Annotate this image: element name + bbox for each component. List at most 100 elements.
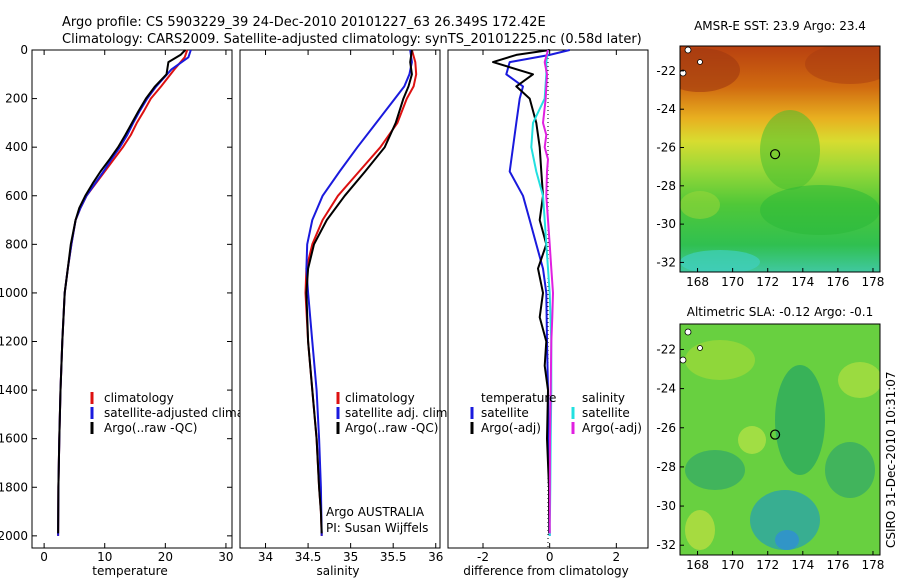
map-y-tick-label: -22 bbox=[656, 342, 676, 356]
difference-panel: -2 0 2 difference from climatology tempera… bbox=[447, 49, 649, 578]
difference-legend: temperature satellite Argo(-adj) salinit… bbox=[470, 391, 642, 435]
map-x-tick-label: 178 bbox=[862, 275, 885, 289]
sla-map-title: Altimetric SLA: -0.12 Argo: -0.1 bbox=[687, 305, 874, 319]
x-tick-label: 20 bbox=[158, 550, 173, 564]
footer-institution: Argo AUSTRALIA bbox=[326, 505, 425, 519]
x-tick-label: 2 bbox=[613, 550, 621, 564]
map-y-tick-label: -26 bbox=[656, 141, 676, 155]
difference-xlabel: difference from climatology bbox=[463, 564, 629, 578]
salinity-series bbox=[304, 49, 418, 536]
temperature-axis-ticks: 0 10 20 30 bbox=[40, 50, 234, 564]
sst-field bbox=[680, 46, 880, 272]
sst-float-position-marker bbox=[769, 149, 781, 160]
map-x-tick-label: 170 bbox=[721, 558, 744, 572]
map-x-tick-label: 170 bbox=[721, 275, 744, 289]
footer-pi: PI: Susan Wijffels bbox=[326, 521, 428, 535]
x-tick-label: -2 bbox=[477, 550, 489, 564]
legend-label-temp-argo: Argo(-adj) bbox=[481, 421, 541, 435]
legend-label-sal-argo: Argo(-adj) bbox=[582, 421, 642, 435]
salinity-axes-frame bbox=[239, 49, 441, 549]
map-y-tick-label: -24 bbox=[656, 102, 676, 116]
difference-axis-ticks: -2 0 2 bbox=[477, 50, 620, 564]
depth-tick-label: 2000 bbox=[0, 529, 28, 543]
depth-tick-label: 1600 bbox=[0, 432, 28, 446]
map-y-tick-label: -32 bbox=[656, 255, 676, 269]
series-line-argo-raw-qc- bbox=[57, 49, 187, 534]
x-tick-label: 34.5 bbox=[295, 550, 322, 564]
sst-map-frame bbox=[679, 45, 881, 273]
map-y-tick-label: -22 bbox=[656, 64, 676, 78]
temperature-legend: climatology satellite-adjusted climatolo… bbox=[90, 391, 282, 435]
sst-map-ticks: 168 170 172 174 176 178 -22 -24 -26 -28 -30 -32 bbox=[656, 64, 884, 289]
creation-stamp: CSIRO 31-Dec-2010 10:31:07 bbox=[884, 371, 898, 548]
map-x-tick-label: 168 bbox=[686, 275, 709, 289]
depth-tick-label: 1400 bbox=[0, 383, 28, 397]
legend-label-climatology: climatology bbox=[104, 391, 174, 405]
sla-map-frame bbox=[679, 323, 881, 556]
salinity-axis-ticks: 34 34.5 35 35.5 36 bbox=[258, 50, 443, 564]
series-line-argo-raw-qc- bbox=[305, 49, 413, 534]
map-x-tick-label: 168 bbox=[686, 558, 709, 572]
depth-axis-ticks: 0 200 400 600 800 1000 1200 1400 1600 1800 2000 bbox=[0, 43, 232, 543]
depth-tick-label: 200 bbox=[5, 92, 28, 106]
depth-tick-label: 1000 bbox=[0, 286, 28, 300]
map-y-tick-label: -28 bbox=[656, 460, 676, 474]
map-y-tick-label: -24 bbox=[656, 382, 676, 396]
x-tick-label: 36 bbox=[428, 550, 443, 564]
temperature-panel: 0 200 400 600 800 1000 1200 1400 1600 1800 2000 0 1… bbox=[0, 43, 282, 578]
temperature-series bbox=[57, 49, 192, 536]
x-tick-label: 35.5 bbox=[380, 550, 407, 564]
map-y-tick-label: -26 bbox=[656, 421, 676, 435]
map-y-tick-label: -30 bbox=[656, 499, 676, 513]
salinity-xlabel: salinity bbox=[316, 564, 359, 578]
series-line-temperature-satellite bbox=[505, 49, 570, 536]
legend-heading-salinity: salinity bbox=[582, 391, 625, 405]
map-x-tick-label: 176 bbox=[826, 275, 849, 289]
map-y-tick-label: -28 bbox=[656, 179, 676, 193]
difference-series bbox=[492, 49, 570, 536]
x-tick-label: 30 bbox=[218, 550, 233, 564]
salinity-legend: climatology satellite adj. clim. Argo(..… bbox=[336, 391, 451, 435]
figure-title-line1: Argo profile: CS 5903229_39 24-Dec-2010 … bbox=[62, 15, 546, 30]
depth-tick-label: 1200 bbox=[0, 335, 28, 349]
sst-map-panel: AMSR-E SST: 23.9 Argo: 23.4 168 170 172 174… bbox=[656, 19, 884, 289]
map-x-tick-label: 174 bbox=[791, 558, 814, 572]
legend-label-climatology: climatology bbox=[345, 391, 415, 405]
x-tick-label: 0 bbox=[40, 550, 48, 564]
x-tick-label: 35 bbox=[343, 550, 358, 564]
sla-float-position-marker bbox=[769, 429, 781, 440]
series-line-satellite-adj-clim- bbox=[305, 49, 413, 536]
figure-title-line2: Climatology: CARS2009. Satellite-adjuste… bbox=[62, 32, 642, 47]
x-tick-label: 34 bbox=[258, 550, 273, 564]
legend-label-argo: Argo(..raw -QC) bbox=[345, 421, 438, 435]
legend-heading-temperature: temperature bbox=[481, 391, 556, 405]
temperature-xlabel: temperature bbox=[92, 564, 167, 578]
depth-tick-label: 800 bbox=[5, 237, 28, 251]
sla-map-ticks: 168 170 172 174 176 178 -22 -24 -26 -28 -30 -32 bbox=[656, 342, 884, 572]
map-x-tick-label: 178 bbox=[862, 558, 885, 572]
depth-tick-label: 600 bbox=[5, 189, 28, 203]
map-x-tick-label: 174 bbox=[791, 275, 814, 289]
legend-label-temp-satellite: satellite bbox=[481, 406, 529, 420]
legend-label-argo: Argo(..raw -QC) bbox=[104, 421, 197, 435]
legend-label-satellite: satellite-adjusted climatology bbox=[104, 406, 282, 420]
depth-tick-label: 1800 bbox=[0, 480, 28, 494]
legend-label-satellite: satellite adj. clim. bbox=[345, 406, 451, 420]
sst-map-title: AMSR-E SST: 23.9 Argo: 23.4 bbox=[694, 19, 866, 33]
depth-tick-label: 0 bbox=[20, 43, 28, 57]
series-line-salinity-argo-adj- bbox=[542, 49, 554, 534]
map-y-tick-label: -30 bbox=[656, 217, 676, 231]
sla-field bbox=[680, 324, 880, 555]
salinity-panel: 34 34.5 35 35.5 36 salinity climatology sate… bbox=[239, 49, 451, 578]
map-x-tick-label: 172 bbox=[756, 558, 779, 572]
series-line-temperature-argo-adj- bbox=[492, 49, 550, 534]
x-tick-label: 0 bbox=[546, 550, 554, 564]
map-x-tick-label: 172 bbox=[756, 275, 779, 289]
x-tick-label: 10 bbox=[97, 550, 112, 564]
map-y-tick-label: -32 bbox=[656, 538, 676, 552]
depth-tick-label: 400 bbox=[5, 140, 28, 154]
sla-map-panel: Altimetric SLA: -0.12 Argo: -0.1 168 170 1… bbox=[656, 305, 884, 572]
map-x-tick-label: 176 bbox=[826, 558, 849, 572]
legend-label-sal-satellite: satellite bbox=[582, 406, 630, 420]
